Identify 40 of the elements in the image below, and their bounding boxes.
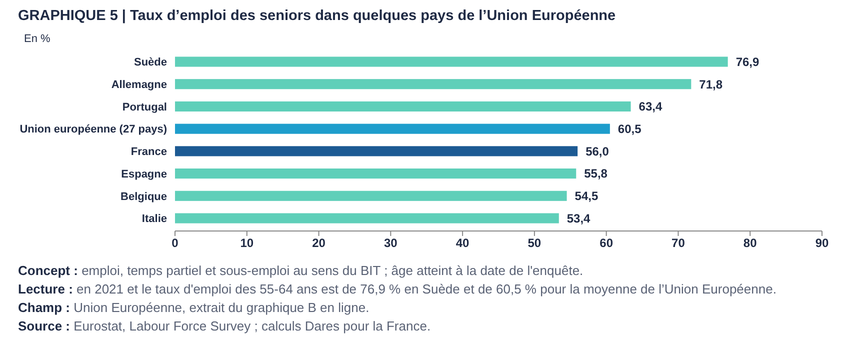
x-axis-title: En %	[24, 33, 51, 45]
bar	[175, 190, 567, 201]
data-label: 71,8	[699, 77, 723, 92]
x-tick-label: 80	[743, 236, 758, 250]
data-label: 54,5	[574, 189, 598, 204]
bar	[175, 79, 692, 90]
y-tick-label: France	[130, 146, 167, 158]
y-tick-label: Espagne	[121, 168, 167, 180]
x-tick-label: 60	[600, 236, 614, 250]
x-tick-label: 70	[672, 236, 686, 250]
data-label: 60,5	[618, 122, 642, 136]
x-tick-label: 40	[456, 236, 470, 250]
data-label: 56,0	[586, 144, 610, 158]
y-tick-label: Suède	[134, 56, 167, 69]
text: Lecture : en 2021 et le taux d'emploi des 55-64 ans est de 76,9 % en Suède et de 60,5 % pour la moyenne de l’Union Européenne.	[18, 282, 776, 296]
data-label: 63,4	[638, 100, 662, 114]
source-note: Source : Eurostat, Labour Force Survey ; calculs Dares pour la France.	[18, 318, 431, 334]
x-tick-label: 30	[384, 236, 398, 250]
y-tick-label: Portugal	[122, 101, 167, 114]
text: Concept : emploi, temps partiel et sous-emploi au sens du BIT ; âge atteint à la date de l'enquête.	[18, 263, 584, 278]
y-tick-label: Belgique	[120, 190, 167, 203]
text: Champ : Union Européenne, extrait du graphique B en ligne.	[18, 300, 370, 315]
x-tick-label: 90	[815, 236, 829, 250]
x-tick-label: 50	[528, 236, 542, 250]
bar	[175, 168, 576, 179]
bar	[175, 101, 631, 112]
bar	[175, 213, 559, 224]
bar	[175, 146, 578, 156]
data-label: 76,9	[736, 54, 760, 69]
bar	[175, 124, 610, 134]
x-tick-label: 20	[312, 236, 326, 250]
bar	[175, 56, 728, 67]
chart-title: GRAPHIQUE 5 | Taux d’emploi des seniors dans quelques pays de l’Union Européenne	[18, 8, 616, 24]
y-tick-label: Italie	[142, 213, 167, 226]
y-tick-label: Union européenne (27 pays)	[20, 124, 168, 136]
y-tick-label: Allemagne	[111, 78, 167, 91]
x-tick-label: 10	[240, 236, 254, 250]
data-label: 55,8	[584, 166, 608, 181]
data-label: 53,4	[566, 211, 591, 226]
x-tick-label: 0	[172, 236, 179, 250]
